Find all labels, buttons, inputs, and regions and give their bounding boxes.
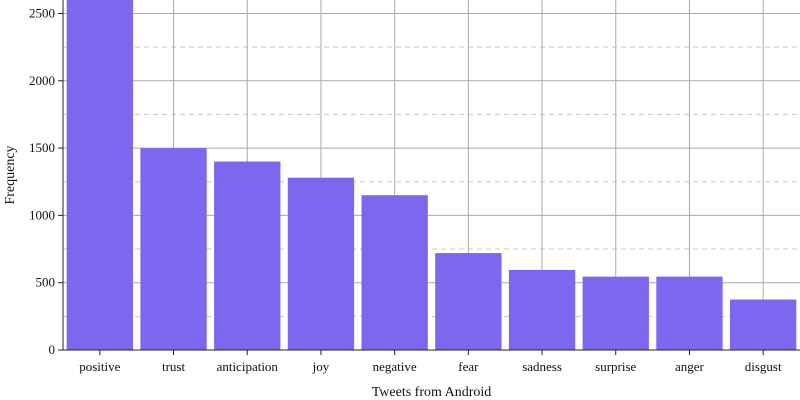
bar-disgust bbox=[729, 299, 797, 350]
bar-negative bbox=[361, 195, 428, 350]
bars bbox=[66, 0, 797, 350]
bar-surprise bbox=[582, 276, 649, 350]
x-tick-label: trust bbox=[162, 359, 186, 374]
x-tick-label: joy bbox=[312, 359, 330, 374]
axes bbox=[62, 0, 800, 351]
bar-fear bbox=[435, 253, 502, 350]
x-tick-label: disgust bbox=[745, 359, 782, 374]
x-tick-label: anger bbox=[675, 359, 705, 374]
y-tick-label: 1500 bbox=[29, 140, 55, 155]
bar-sadness bbox=[508, 269, 576, 350]
y-tick-label: 0 bbox=[49, 342, 56, 357]
bar-anticipation bbox=[214, 161, 281, 350]
y-tick-label: 1000 bbox=[29, 207, 55, 222]
y-axis-title: Frequency bbox=[3, 145, 18, 204]
x-tick-label: fear bbox=[458, 359, 479, 374]
bar-anger bbox=[656, 276, 723, 350]
bar-joy bbox=[287, 177, 355, 350]
x-tick-label: positive bbox=[79, 359, 120, 374]
x-tick-label: sadness bbox=[522, 359, 562, 374]
x-tick-label: surprise bbox=[595, 359, 636, 374]
x-axis-title: Tweets from Android bbox=[372, 385, 492, 400]
bar-positive bbox=[66, 0, 134, 350]
y-tick-label: 2000 bbox=[29, 73, 55, 88]
tick-labels: 0 500 1000 1500 2000 2500 positive trust anticip… bbox=[29, 5, 782, 374]
x-tick-label: negative bbox=[373, 359, 417, 374]
x-tick-label: anticipation bbox=[217, 359, 279, 374]
y-tick-label: 500 bbox=[36, 275, 56, 290]
bar-trust bbox=[140, 148, 207, 350]
y-tick-label: 2500 bbox=[29, 5, 55, 20]
